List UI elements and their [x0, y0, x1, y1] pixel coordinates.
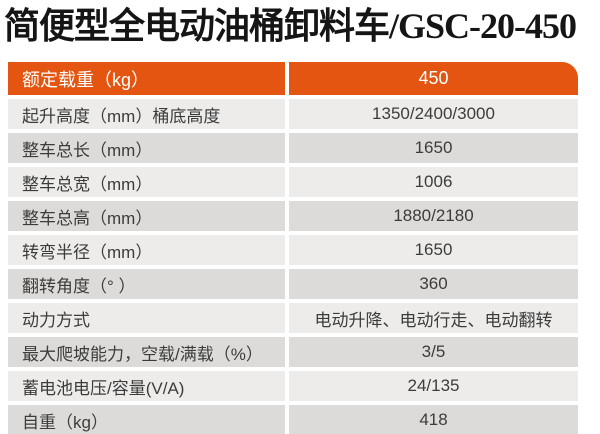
spec-value: 1350/2400/3000 — [289, 99, 578, 129]
spec-label: 转弯半径（mm） — [8, 235, 285, 265]
spec-label: 整车总高（mm） — [8, 201, 285, 231]
table-row: 蓄电池电压/容量(V/A) 24/135 — [8, 371, 578, 401]
table-row: 翻转角度（° ） 360 — [8, 269, 578, 299]
spec-label: 起升高度（mm）桶底高度 — [8, 99, 285, 129]
spec-value: 1006 — [289, 167, 578, 197]
spec-label: 最大爬坡能力，空载/满载（%） — [8, 337, 285, 367]
spec-label: 蓄电池电压/容量(V/A) — [8, 371, 285, 401]
spec-value: 3/5 — [289, 337, 578, 367]
page-title: 简便型全电动油桶卸料车/GSC-20-450 — [4, 6, 577, 46]
table-row: 转弯半径（mm） 1650 — [8, 235, 578, 265]
table-header-row: 额定载重（kg） 450 — [8, 62, 578, 95]
spec-label: 整车总长（mm） — [8, 133, 285, 163]
table-row: 动力方式 电动升降、电动行走、电动翻转 — [8, 303, 578, 333]
spec-table: 额定载重（kg） 450 起升高度（mm）桶底高度 1350/2400/3000 整… — [8, 62, 578, 434]
spec-label: 整车总宽（mm） — [8, 167, 285, 197]
table-body: 起升高度（mm）桶底高度 1350/2400/3000 整车总长（mm） 1650 整车… — [8, 99, 578, 434]
spec-value: 电动升降、电动行走、电动翻转 — [289, 303, 578, 333]
spec-label: 翻转角度（° ） — [8, 269, 285, 299]
spec-label: 额定载重（kg） — [8, 62, 285, 95]
table-row: 自重（kg） 418 — [8, 405, 578, 434]
spec-value: 1880/2180 — [289, 201, 578, 231]
spec-value: 24/135 — [289, 371, 578, 401]
spec-value: 418 — [289, 405, 578, 434]
spec-value: 1650 — [289, 235, 578, 265]
spec-label: 动力方式 — [8, 303, 285, 333]
table-row: 最大爬坡能力，空载/满载（%） 3/5 — [8, 337, 578, 367]
spec-value: 450 — [289, 62, 578, 95]
spec-value: 360 — [289, 269, 578, 299]
spec-label: 自重（kg） — [8, 405, 285, 434]
spec-value: 1650 — [289, 133, 578, 163]
table-row: 整车总长（mm） 1650 — [8, 133, 578, 163]
table-row: 起升高度（mm）桶底高度 1350/2400/3000 — [8, 99, 578, 129]
table-row: 整车总高（mm） 1880/2180 — [8, 201, 578, 231]
table-row: 整车总宽（mm） 1006 — [8, 167, 578, 197]
